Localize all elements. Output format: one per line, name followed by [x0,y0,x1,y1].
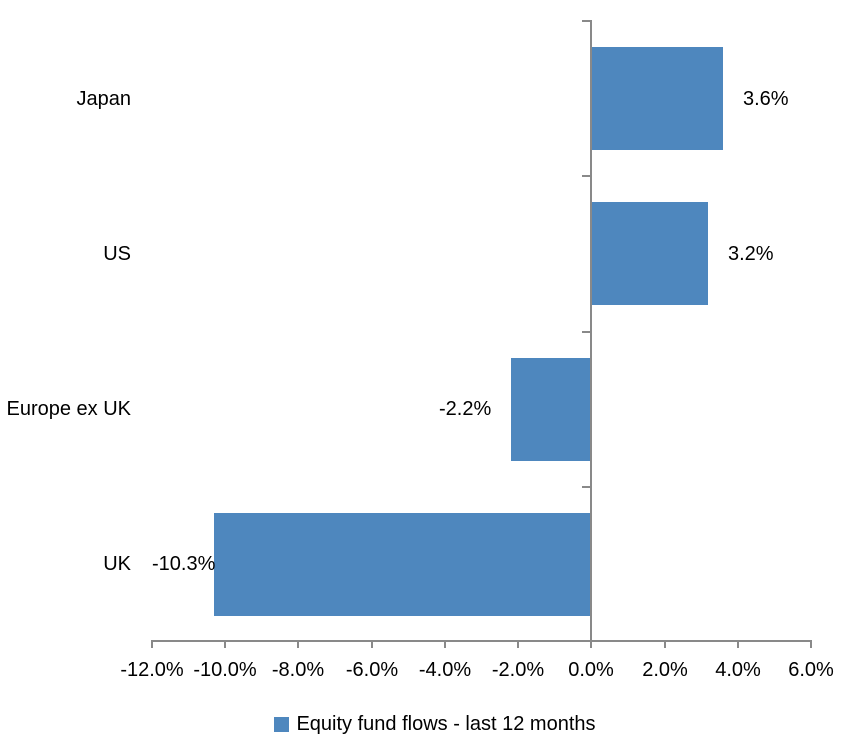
x-axis-tick [297,642,299,648]
legend-label: Equity fund flows - last 12 months [296,712,596,735]
bar-us [592,202,708,305]
x-axis-tick-label: -4.0% [418,659,472,681]
x-axis-tick [151,642,153,648]
x-axis-tick [590,642,592,648]
data-label-us: 3.2% [728,243,774,265]
data-label-uk: -10.3% [152,553,216,575]
x-axis-tick [810,642,812,648]
x-axis-tick [224,642,226,648]
category-label-uk: UK [103,553,131,575]
legend: Equity fund flows - last 12 months [9,710,852,738]
x-axis-tick-label: 0.0% [568,659,614,681]
bar-uk [214,513,590,616]
x-axis-tick-label: -8.0% [271,659,325,681]
bar-europe-ex-uk [511,358,590,461]
data-label-europe-ex-uk: -2.2% [439,398,492,420]
x-axis-tick-label: -10.0% [193,659,257,681]
x-axis-tick-label: 4.0% [715,659,761,681]
y-axis-tick [582,20,590,22]
x-axis-tick-label: -6.0% [345,659,399,681]
x-axis-tick [664,642,666,648]
y-axis-tick [582,331,590,333]
y-axis-tick [582,175,590,177]
y-axis-line [590,20,592,648]
x-axis-tick [371,642,373,648]
x-axis-tick-label: -2.0% [491,659,545,681]
category-label-japan: Japan [76,88,132,110]
x-axis-line [151,640,812,642]
x-axis-tick [737,642,739,648]
x-axis-tick [517,642,519,648]
legend-swatch [274,716,290,732]
x-axis-tick [444,642,446,648]
y-axis-tick [582,486,590,488]
category-label-europe-ex-uk: Europe ex UK [6,398,131,420]
data-label-japan: 3.6% [743,88,789,110]
x-axis-tick-label: -12.0% [120,659,184,681]
bar-japan [592,47,723,150]
x-axis-tick-label: 6.0% [788,659,834,681]
category-label-us: US [103,243,131,265]
x-axis-tick-label: 2.0% [642,659,688,681]
